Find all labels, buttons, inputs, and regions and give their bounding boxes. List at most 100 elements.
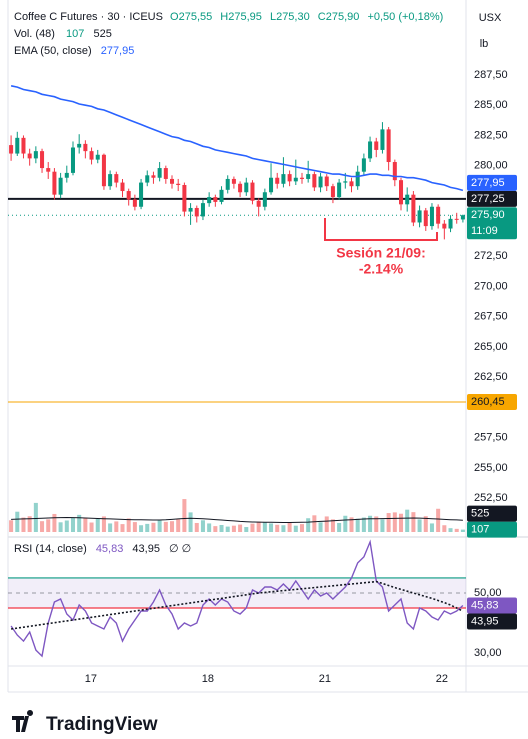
candle-body xyxy=(374,141,379,150)
rsi-title[interactable]: RSI (14, close) xyxy=(14,543,87,555)
price-badge xyxy=(467,174,517,191)
time-tick-label: 22 xyxy=(436,673,448,685)
ohlc-change: +0,50 (+0,18%) xyxy=(367,11,443,23)
ema-title[interactable]: EMA (50, close) xyxy=(14,45,92,57)
legend-line: RSI (14, close) 45,83 43,95 ∅ ∅ xyxy=(14,543,191,555)
candle-body xyxy=(287,174,292,182)
candle-body xyxy=(330,186,335,198)
volume-bar xyxy=(77,514,82,532)
volume-bar xyxy=(182,499,187,532)
volume-bar xyxy=(355,518,360,532)
price-badge xyxy=(467,521,517,538)
candle-body xyxy=(21,137,26,154)
logo[interactable]: TradingView xyxy=(12,709,158,735)
price-tick-label: 282,50 xyxy=(474,129,508,141)
ohlc-value: L275,30 xyxy=(270,11,310,23)
price-badge-label: 107 xyxy=(471,523,489,535)
volume-bar xyxy=(299,524,304,532)
candle-body xyxy=(132,199,137,207)
volume-bar xyxy=(374,516,379,532)
rsi-extra: ∅ ∅ xyxy=(169,543,191,555)
ema-value: 277,95 xyxy=(101,45,135,57)
price-badge xyxy=(467,613,517,630)
candle-body xyxy=(200,203,205,217)
volume-bar xyxy=(392,512,397,532)
candle-body xyxy=(324,176,329,187)
candle-body xyxy=(101,154,106,187)
volume-bar xyxy=(399,513,404,532)
price-badge xyxy=(467,505,517,522)
currency-unit[interactable]: USX xyxy=(479,12,502,24)
price-badge-label: 43,95 xyxy=(471,615,499,627)
annotation-text: Sesión 21/09: xyxy=(336,245,426,261)
volume-bar xyxy=(163,521,168,532)
price-badge-label: 277,95 xyxy=(471,177,505,189)
price-tick-label: 257,50 xyxy=(474,432,508,444)
candle-body xyxy=(436,206,441,224)
candle-body xyxy=(151,175,156,178)
volume-bar xyxy=(244,527,249,532)
volume-bar xyxy=(194,522,199,532)
volume-bar xyxy=(287,522,292,532)
candle-body xyxy=(157,168,162,178)
logo-mark xyxy=(12,709,34,732)
candle-body xyxy=(405,194,410,205)
candle-body xyxy=(176,183,181,185)
symbol-title[interactable]: Coffee C Futures · 30 · ICEUS xyxy=(14,11,163,23)
candle-body xyxy=(318,176,323,188)
volume-bar xyxy=(460,529,465,532)
price-tick-label: 252,50 xyxy=(474,492,508,504)
volume-bar xyxy=(21,517,26,532)
candle-body xyxy=(70,147,75,173)
logo-text: TradingView xyxy=(46,714,158,735)
volume-bar xyxy=(101,516,106,532)
candle-body xyxy=(163,168,168,179)
time-tick-label: 17 xyxy=(85,673,97,685)
volume-bar xyxy=(324,516,329,532)
volume-bar xyxy=(250,523,255,532)
rsi-ma-value: 43,95 xyxy=(132,543,160,555)
price-tick-label: 272,50 xyxy=(474,250,508,262)
candle-body xyxy=(269,177,274,193)
candle-body xyxy=(392,162,397,181)
candle-body xyxy=(454,218,459,220)
volume-bar xyxy=(411,512,416,532)
candle-body xyxy=(343,181,348,183)
volume-bar xyxy=(262,522,267,532)
volume-bar xyxy=(89,522,94,532)
volume-bar xyxy=(454,528,459,532)
volume-title[interactable]: Vol. (48) xyxy=(14,28,55,40)
candle-body xyxy=(170,178,175,184)
volume-bar xyxy=(405,509,410,532)
volume-bar xyxy=(58,522,63,532)
volume-bar xyxy=(417,519,422,532)
volume-bar xyxy=(188,512,193,532)
candle-body xyxy=(58,177,63,195)
price-badge-label: 45,83 xyxy=(471,599,499,611)
legend-line: Vol. (48) 107 525 xyxy=(14,28,112,40)
volume-bar xyxy=(70,518,75,532)
price-badge xyxy=(467,190,517,207)
price-tick-label: 280,00 xyxy=(474,160,508,172)
candle-body xyxy=(89,151,94,160)
volume-bar xyxy=(386,513,391,532)
candle-body xyxy=(429,206,434,227)
candle-body xyxy=(219,189,224,202)
axis-layer: 287,50 285,00 282,50 280,00 272,50 270,00 267,… xyxy=(85,69,517,685)
candle-body xyxy=(139,182,144,207)
volume-bar xyxy=(83,517,88,532)
volume-bar xyxy=(219,525,224,532)
volume-bar xyxy=(207,523,212,532)
volume-bar xyxy=(306,518,311,532)
volume-layer xyxy=(9,499,465,532)
candle-body xyxy=(256,200,261,207)
candle-body xyxy=(46,168,51,172)
rsi-ma-line xyxy=(10,580,464,630)
candle-body xyxy=(238,183,243,193)
candle-body xyxy=(411,194,416,223)
volume-bar xyxy=(27,516,32,532)
volume-bar xyxy=(368,515,373,532)
unit-label: lb xyxy=(480,38,489,50)
candle-body xyxy=(442,223,447,229)
